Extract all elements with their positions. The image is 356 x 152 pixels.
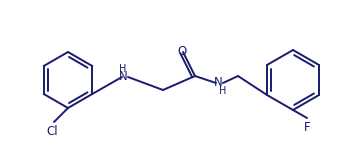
- Text: O: O: [177, 45, 187, 58]
- Text: H: H: [219, 86, 227, 96]
- Text: Cl: Cl: [46, 125, 58, 138]
- Text: N: N: [214, 76, 222, 90]
- Text: H: H: [119, 64, 127, 74]
- Text: F: F: [304, 121, 310, 134]
- Text: N: N: [119, 71, 127, 83]
